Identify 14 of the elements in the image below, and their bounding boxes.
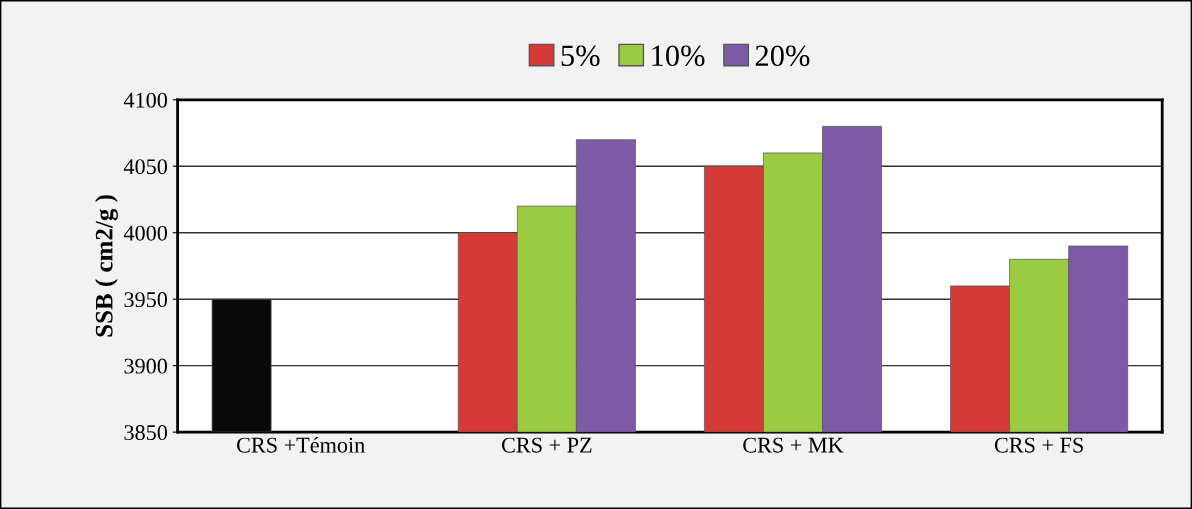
y-tick-label: 3850 xyxy=(124,425,168,441)
x-tick-label: CRS + FS xyxy=(994,437,1083,453)
y-tick-label: 4100 xyxy=(123,92,168,108)
y-tick-label: 4000 xyxy=(123,225,168,241)
y-axis-title: SSB ( cm2/g ) xyxy=(95,195,118,337)
legend-label: 5% xyxy=(561,45,600,67)
x-tick-label: CRS + MK xyxy=(743,437,844,453)
y-tick-label: 3950 xyxy=(124,292,168,308)
x-tick-label: CRS + PZ xyxy=(501,437,592,453)
y-tick-label: 3900 xyxy=(124,358,168,374)
legend-label: 20% xyxy=(755,45,810,67)
legend-label: 10% xyxy=(652,45,705,67)
y-tick-label: 4050 xyxy=(123,159,168,175)
x-tick-label: CRS +Témoin xyxy=(236,436,365,453)
